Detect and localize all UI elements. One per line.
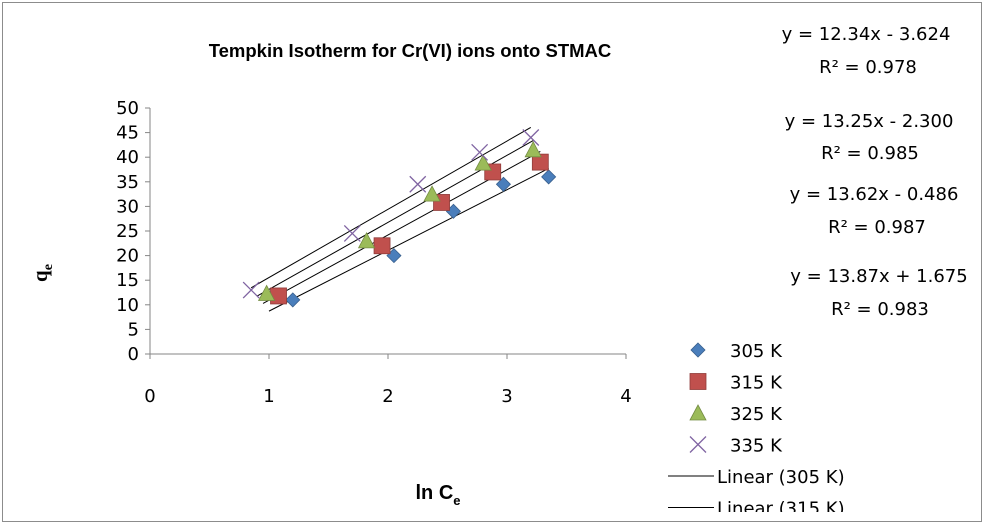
r2-305k: R² = 0.978 <box>819 57 917 78</box>
y-tick-label: 35 <box>116 172 139 193</box>
x-tick-label: 3 <box>501 386 512 407</box>
x-tick-label: 2 <box>382 386 393 407</box>
legend-trend-label-315k: Linear (315 K) <box>717 499 845 513</box>
y-tick-label: 10 <box>116 295 139 316</box>
data-point-335k <box>409 175 427 193</box>
equation-325k: y = 13.62x - 0.486 <box>790 184 959 205</box>
r2-325k: R² = 0.987 <box>828 217 926 238</box>
trendline-305k <box>268 167 549 312</box>
y-tick-label: 0 <box>128 344 139 365</box>
legend-trend-label-305k: Linear (305 K) <box>717 467 845 488</box>
equation-labels: y = 12.34x - 3.624 R² = 0.978 y = 13.25x… <box>782 24 968 320</box>
y-tick-label: 45 <box>116 123 139 144</box>
x-tick-label: 1 <box>263 386 274 407</box>
chart-title: Tempkin Isotherm for Cr(VI) ions onto ST… <box>209 40 612 61</box>
data-point-325k <box>474 154 492 171</box>
r2-315k: R² = 0.985 <box>821 143 919 164</box>
equation-315k: y = 13.25x - 2.300 <box>785 111 954 132</box>
legend-marker-305k <box>690 342 706 358</box>
y-tick-label: 30 <box>116 196 139 217</box>
data-point-335k <box>522 129 540 146</box>
x-tick-label: 0 <box>144 386 155 407</box>
trendline-335k <box>250 126 532 289</box>
data-point-335k <box>343 225 361 242</box>
legend-marker-315k <box>689 373 707 390</box>
x-tick-label: 4 <box>620 386 631 407</box>
data-point-305k <box>541 169 557 185</box>
equation-335k: y = 13.87x + 1.675 <box>790 266 967 287</box>
legend-marker-335k <box>689 436 707 453</box>
data-point-315k <box>531 153 549 171</box>
legend-label-335k: 335 K <box>730 436 783 457</box>
data-point-305k <box>285 292 301 308</box>
y-tick-label: 50 <box>116 98 139 119</box>
r2-335k: R² = 0.983 <box>831 299 929 320</box>
y-axis-label: qe <box>28 264 56 282</box>
legend-marker-325k <box>689 404 707 421</box>
data-point-325k <box>423 185 441 202</box>
data-point-325k <box>524 140 542 158</box>
x-axis-label: ln Ce <box>415 482 460 508</box>
equation-305k: y = 12.34x - 3.624 <box>782 24 951 45</box>
data-point-315k <box>270 287 287 305</box>
legend: 305 K 315 K 325 K 335 K Linear (305 K) Linear… <box>668 341 845 512</box>
data-point-325k <box>357 231 376 249</box>
data-point-335k <box>242 281 260 299</box>
y-tick-label: 20 <box>116 246 139 267</box>
y-tick-label: 25 <box>116 221 139 242</box>
plot-area: 0 5 10 15 20 25 30 35 40 45 50 0 1 2 3 4 <box>116 98 632 407</box>
data-point-325k <box>257 284 276 301</box>
legend-label-315k: 315 K <box>730 373 783 394</box>
y-tick-label: 5 <box>128 319 139 340</box>
legend-label-325k: 325 K <box>730 404 783 425</box>
data-point-335k <box>471 143 489 161</box>
y-tick-label: 15 <box>116 270 139 291</box>
legend-label-305k: 305 K <box>730 341 783 362</box>
y-tick-label: 40 <box>116 147 139 168</box>
data-point-315k <box>373 237 391 255</box>
data-point-305k <box>495 176 511 192</box>
